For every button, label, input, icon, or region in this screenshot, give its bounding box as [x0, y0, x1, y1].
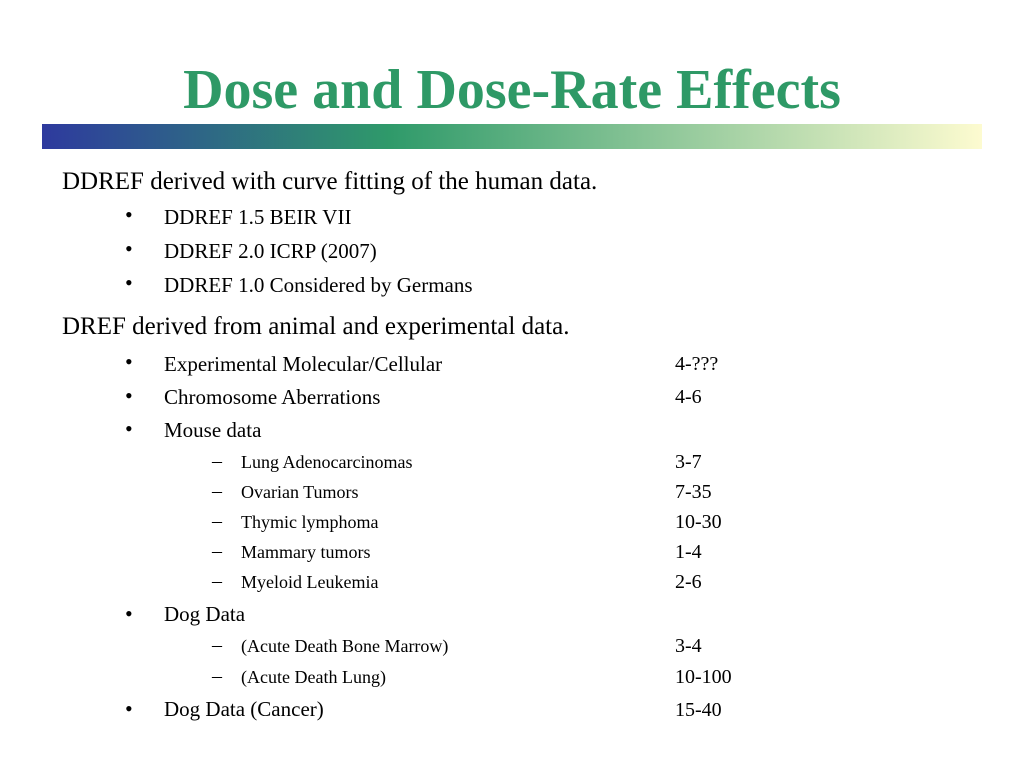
bullet-icon: •: [125, 236, 133, 261]
value-acute-death-bone-marrow: 3-4: [675, 635, 702, 657]
subitem-lung-adenocarcinomas: Lung Adenocarcinomas: [241, 452, 413, 472]
bullet-icon: •: [125, 202, 133, 227]
subitem-acute-death-lung: (Acute Death Lung): [241, 667, 386, 687]
value-myeloid-leukemia: 2-6: [675, 571, 702, 593]
bullet-icon: •: [125, 383, 133, 408]
bullet-icon: •: [125, 270, 133, 295]
list-item-ddref-beir: DDREF 1.5 BEIR VII: [164, 205, 352, 229]
dash-icon: –: [212, 450, 222, 472]
value-molecular-cellular: 4-???: [675, 353, 719, 375]
dash-icon: –: [212, 665, 222, 687]
value-ovarian-tumors: 7-35: [675, 481, 712, 503]
value-thymic-lymphoma: 10-30: [675, 511, 722, 533]
list-item-ddref-icrp: DDREF 2.0 ICRP (2007): [164, 239, 377, 263]
subitem-ovarian-tumors: Ovarian Tumors: [241, 482, 359, 502]
value-lung-adenocarcinomas: 3-7: [675, 451, 702, 473]
value-mammary-tumors: 1-4: [675, 541, 702, 563]
value-acute-death-lung: 10-100: [675, 666, 732, 688]
list-item-chromosome-aberrations: Chromosome Aberrations: [164, 385, 381, 409]
dash-icon: –: [212, 480, 222, 502]
heading-human-data: DDREF derived with curve fitting of the …: [62, 168, 598, 195]
bullet-icon: •: [125, 349, 133, 374]
dash-icon: –: [212, 570, 222, 592]
dash-icon: –: [212, 634, 222, 656]
list-item-mouse-data: Mouse data: [164, 418, 262, 442]
subitem-acute-death-bone-marrow: (Acute Death Bone Marrow): [241, 636, 449, 656]
bullet-icon: •: [125, 416, 133, 441]
bullet-icon: •: [125, 696, 133, 721]
subitem-thymic-lymphoma: Thymic lymphoma: [241, 512, 379, 532]
slide-title: Dose and Dose-Rate Effects: [183, 59, 841, 121]
dash-icon: –: [212, 510, 222, 532]
list-item-dog-data: Dog Data: [164, 602, 246, 626]
value-chromosome-aberrations: 4-6: [675, 386, 702, 408]
dash-icon: –: [212, 540, 222, 562]
list-item-molecular-cellular: Experimental Molecular/Cellular: [164, 352, 443, 376]
heading-animal-data: DREF derived from animal and experimenta…: [62, 313, 570, 340]
value-dog-data-cancer: 15-40: [675, 699, 722, 721]
subitem-myeloid-leukemia: Myeloid Leukemia: [241, 572, 379, 592]
list-item-dog-data-cancer: Dog Data (Cancer): [164, 697, 324, 721]
subitem-mammary-tumors: Mammary tumors: [241, 542, 371, 562]
title-gradient-bar: [42, 124, 982, 149]
bullet-icon: •: [125, 601, 133, 626]
list-item-ddref-germans: DDREF 1.0 Considered by Germans: [164, 273, 473, 297]
